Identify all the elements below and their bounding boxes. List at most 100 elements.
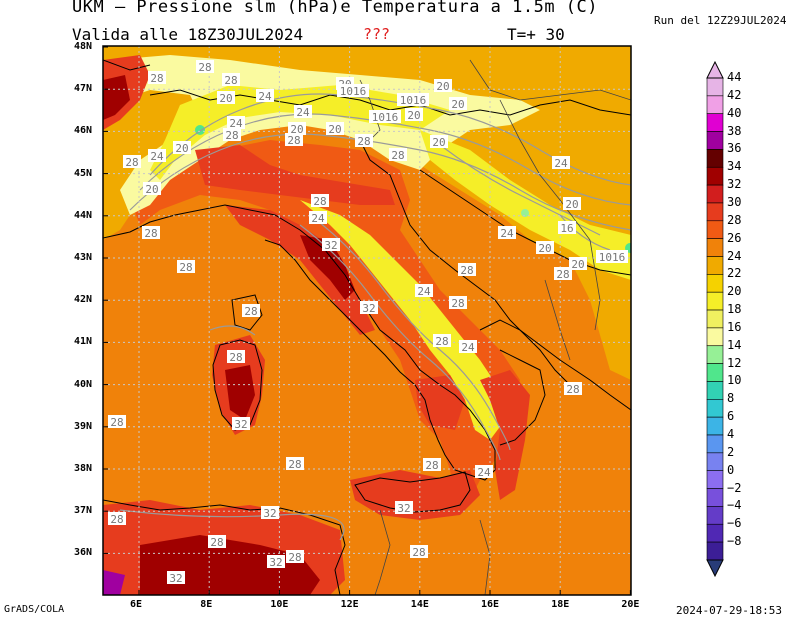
contour-label: 28: [144, 227, 157, 240]
contour-label-bg: [123, 155, 141, 168]
africa-extreme: [103, 570, 125, 595]
lat-label: 43N: [74, 252, 93, 263]
colorbar-swatch: [706, 309, 724, 329]
contour-label-bg: [423, 458, 441, 471]
contour-label: 20: [565, 198, 578, 211]
unknown-marker: ???: [363, 25, 391, 43]
contour-label: 20: [407, 109, 420, 122]
contour-label-bg: [415, 284, 433, 297]
map-frame: [102, 45, 632, 596]
lat-label: 36N: [74, 547, 93, 559]
colorbar-swatch: [706, 541, 724, 561]
forecast-step: T=+ 30: [507, 25, 565, 44]
colorbar-bottom-arrow: [706, 559, 724, 578]
puglia-hot: [480, 370, 530, 500]
contour-label-bg: [288, 122, 306, 135]
contour-label-bg: [108, 512, 126, 525]
contour-label: 20: [175, 142, 188, 155]
contour-label-bg: [108, 415, 126, 428]
contour-label-bg: [554, 267, 572, 280]
contour-label-bg: [395, 501, 413, 514]
contour-label: 32: [169, 572, 182, 585]
contour-label: 24: [296, 106, 310, 119]
colorbar-swatch: [706, 202, 724, 222]
contour-label-bg: [177, 260, 195, 273]
contour-label-bg: [433, 334, 451, 347]
contour-label: 32: [263, 507, 276, 520]
contour-label-bg: [286, 457, 304, 470]
colorbar-label: 10: [727, 373, 742, 388]
contour-label: 28: [179, 261, 192, 274]
colorbar-label: 2: [727, 444, 735, 459]
contour-label: 28: [224, 74, 237, 87]
lon-label: 16E: [481, 599, 500, 610]
colorbar-label: 38: [727, 123, 742, 138]
lat-label: 38N: [74, 463, 93, 474]
lat-label: 46N: [74, 125, 93, 137]
colorbar-label: 0: [727, 462, 735, 477]
contour-label: 28: [451, 297, 464, 310]
contour-label-bg: [143, 182, 161, 195]
axis-ticks: [103, 46, 631, 595]
contour-label-bg: [337, 84, 369, 97]
north-region: [103, 46, 631, 380]
contour-label: 28: [244, 305, 257, 318]
run-time: Run del 12Z29JUL2024: [654, 14, 787, 27]
lon-label: 12E: [340, 599, 359, 610]
colorbar-label: −6: [727, 516, 742, 531]
contour-label: 28: [313, 195, 326, 208]
contour-label: 32: [362, 302, 375, 315]
contour-label-bg: [563, 197, 581, 210]
colorbar-swatch: [706, 95, 724, 114]
colorbar-label: 18: [727, 302, 742, 317]
contour-label-bg: [369, 110, 401, 123]
calabria-hot: [415, 375, 465, 430]
colorbar-swatch: [706, 77, 724, 97]
contour-label: 1016: [599, 251, 626, 264]
contour-label: 1016: [400, 94, 427, 107]
tuscany-hot: [225, 205, 375, 335]
contour-label: 16: [560, 222, 573, 235]
contour-label-bg: [430, 135, 448, 148]
lat-label: 40N: [74, 378, 93, 390]
sicily-hot: [350, 470, 480, 520]
colorbar-label: 24: [727, 248, 742, 263]
contour-label: 28: [566, 383, 579, 396]
contour-label: 32: [269, 556, 282, 569]
contour-label: 28: [110, 513, 123, 526]
contour-label: 28: [412, 546, 425, 559]
contour-label-bg: [261, 506, 279, 519]
colorbar-swatch: [706, 488, 724, 507]
contour-label-bg: [458, 263, 476, 276]
colorbar-label: 20: [727, 284, 742, 299]
contour-label: 24: [554, 157, 568, 170]
lon-label: 6E: [130, 599, 143, 610]
lat-label: 48N: [74, 41, 93, 52]
colorbar-label: 16: [727, 319, 742, 334]
colorbar-label: 32: [727, 177, 742, 192]
contour-label-bg: [285, 133, 303, 146]
colorbar-swatch: [706, 184, 724, 204]
contour-label-bg: [558, 221, 576, 234]
contour-label-bg: [475, 465, 493, 478]
lon-label: 14E: [410, 599, 429, 610]
contour-label: 28: [391, 149, 404, 162]
colorbar-swatch: [706, 327, 724, 347]
contour-label-bg: [405, 108, 423, 121]
colorbar-swatch: [706, 238, 724, 257]
colorbar-label: 44: [727, 70, 742, 84]
colorbar-swatch: [706, 398, 724, 418]
colorbar-label: 6: [727, 409, 735, 424]
colorbar-swatch: [706, 434, 724, 454]
contour-label: 28: [210, 536, 223, 549]
contour-label: 28: [288, 458, 301, 471]
contour-label: 24: [417, 285, 431, 298]
contour-label: 28: [288, 551, 301, 564]
contour-label-bg: [142, 226, 160, 239]
contour-label: 28: [225, 129, 238, 142]
colorbar-swatch: [706, 220, 724, 239]
map-field: 2828282024201016101620201016202428202420…: [103, 46, 631, 595]
contour-label: 24: [500, 227, 514, 240]
contour-label-bg: [360, 301, 378, 314]
contour-label: 20: [219, 92, 232, 105]
